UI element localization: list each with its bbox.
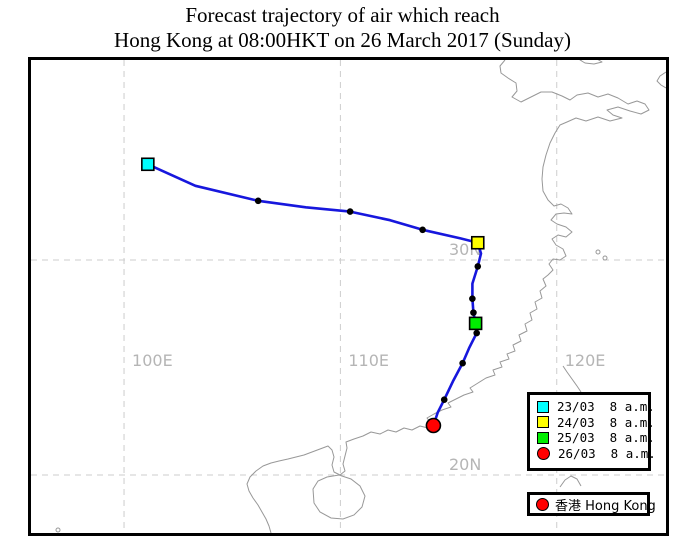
island-zhejiang-2: [602, 255, 608, 261]
coastline-taiwan: [562, 365, 582, 393]
coastline-mainland: [246, 60, 650, 533]
chart-title-line1: Forecast trajectory of air which reach: [185, 3, 500, 27]
coastline-korea: [656, 71, 666, 89]
x-tick-label: 120E: [565, 351, 606, 370]
trajectory-line: [146, 163, 483, 427]
hong-kong-legend: 香港 Hong Kong: [527, 492, 656, 516]
trajectory-marker-23-03-8-a-m-: [141, 157, 155, 172]
legend-marker-square: [537, 416, 549, 429]
hong-kong-label: 香港 Hong Kong: [555, 498, 656, 514]
trajectory-marker-24-03-8-a-m-: [470, 235, 485, 250]
trajectory-dot: [473, 329, 480, 337]
trajectory-dot: [469, 295, 476, 302]
x-tick-label: 110E: [348, 351, 389, 370]
coastline: [55, 60, 666, 533]
legend-marker-square: [537, 431, 549, 444]
legend-item-label: 23/03 8 a.m.: [557, 399, 655, 415]
trajectory-dot: [459, 359, 466, 367]
trajectory-marker-25-03-8-a-m-: [468, 316, 483, 331]
legend-item: 23/03 8 a.m.: [537, 399, 655, 415]
island-bohai: [579, 60, 603, 65]
trajectory-marker-26-03-8-a-m-: [425, 417, 442, 434]
island-south-1: [55, 527, 61, 533]
legend-marker-circle: [537, 447, 550, 461]
trajectory-dot: [254, 197, 262, 205]
trajectory-dot: [440, 396, 448, 404]
chart-title: Forecast trajectory of air which reach H…: [0, 3, 685, 53]
legend-marker-square: [537, 400, 549, 413]
y-tick-label: 20N: [449, 455, 481, 474]
map-plot-area: 100E 110E 120E 30N 20N 23/03 8 a.m.: [28, 57, 669, 536]
island-zhejiang-1: [595, 249, 601, 255]
legend-item: 24/03 8 a.m.: [537, 415, 655, 431]
x-tick-label: 100E: [132, 351, 173, 370]
legend-item-label: 25/03 8 a.m.: [557, 430, 655, 446]
legend-item: 25/03 8 a.m.: [537, 430, 655, 446]
trajectory-dot: [346, 208, 354, 215]
legend-item-label: 26/03 8 a.m.: [558, 446, 656, 462]
trajectory-layer: [141, 157, 485, 434]
chart-title-line2: Hong Kong at 08:00HKT on 26 March 2017 (…: [114, 28, 571, 52]
coastline-hainan: [312, 474, 366, 520]
legend-item-label: 24/03 8 a.m.: [557, 414, 655, 430]
legend: 23/03 8 a.m. 24/03 8 a.m. 25/03 8 a.m. 2…: [527, 392, 656, 471]
coastline-taiwan-south: [559, 475, 582, 488]
hong-kong-marker-icon: [536, 497, 549, 511]
trajectory-dot: [474, 263, 482, 270]
trajectory-dot: [419, 226, 426, 234]
trajectory-dot: [470, 309, 477, 316]
legend-item: 26/03 8 a.m.: [537, 446, 656, 462]
